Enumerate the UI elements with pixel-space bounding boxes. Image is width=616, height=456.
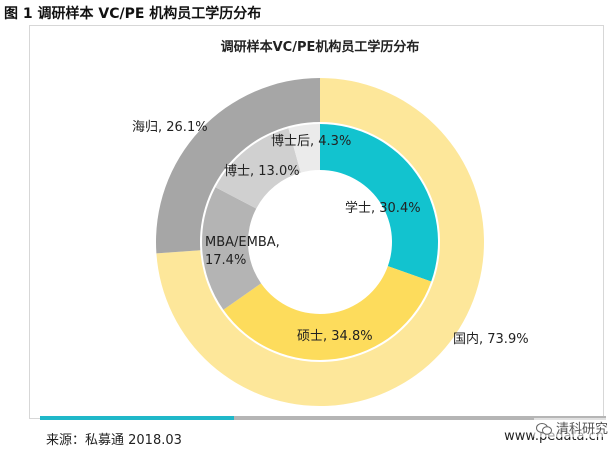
inner-slice-3 xyxy=(215,128,301,209)
watermark-text: 清科研究 xyxy=(555,422,608,437)
slice-labels: 国内, 73.9% 海归, 26.1% 学士, 30.4% 硕士, 34.8% MBA/… xyxy=(132,120,529,347)
inner-slice-label-2: 17.4% xyxy=(205,253,246,268)
footer-accent-bar xyxy=(40,416,234,420)
outer-slice-label-0: 国内, 73.9% xyxy=(453,331,529,347)
inner-ring xyxy=(202,124,439,361)
inner-slice-0 xyxy=(320,124,439,282)
inner-slice-label-2: MBA/EMBA, xyxy=(205,235,280,250)
watermark: 清科研究 xyxy=(533,418,610,437)
inner-slice-2 xyxy=(202,187,262,310)
figure-title: 图 1 调研样本 VC/PE 机构员工学历分布 xyxy=(4,6,262,22)
inner-slice-label-3: 博士, 13.0% xyxy=(224,164,300,179)
source-note: 来源：私募通 2018.03 xyxy=(46,433,182,448)
outer-ring xyxy=(156,78,485,406)
outer-slice-label-1: 海归, 26.1% xyxy=(132,120,208,135)
inner-slice-4 xyxy=(288,124,320,173)
outer-slice-1 xyxy=(156,78,320,254)
chat-bubble-icon xyxy=(535,423,552,435)
inner-slice-label-1: 硕士, 34.8% xyxy=(297,329,373,344)
inner-slice-1 xyxy=(223,266,432,361)
footer-divider-bar xyxy=(40,416,606,420)
inner-slice-label-0: 学士, 30.4% xyxy=(345,200,421,216)
inner-slice-label-4: 博士后, 4.3% xyxy=(271,134,351,149)
chart-title: 调研样本VC/PE机构员工学历分布 xyxy=(221,39,420,55)
